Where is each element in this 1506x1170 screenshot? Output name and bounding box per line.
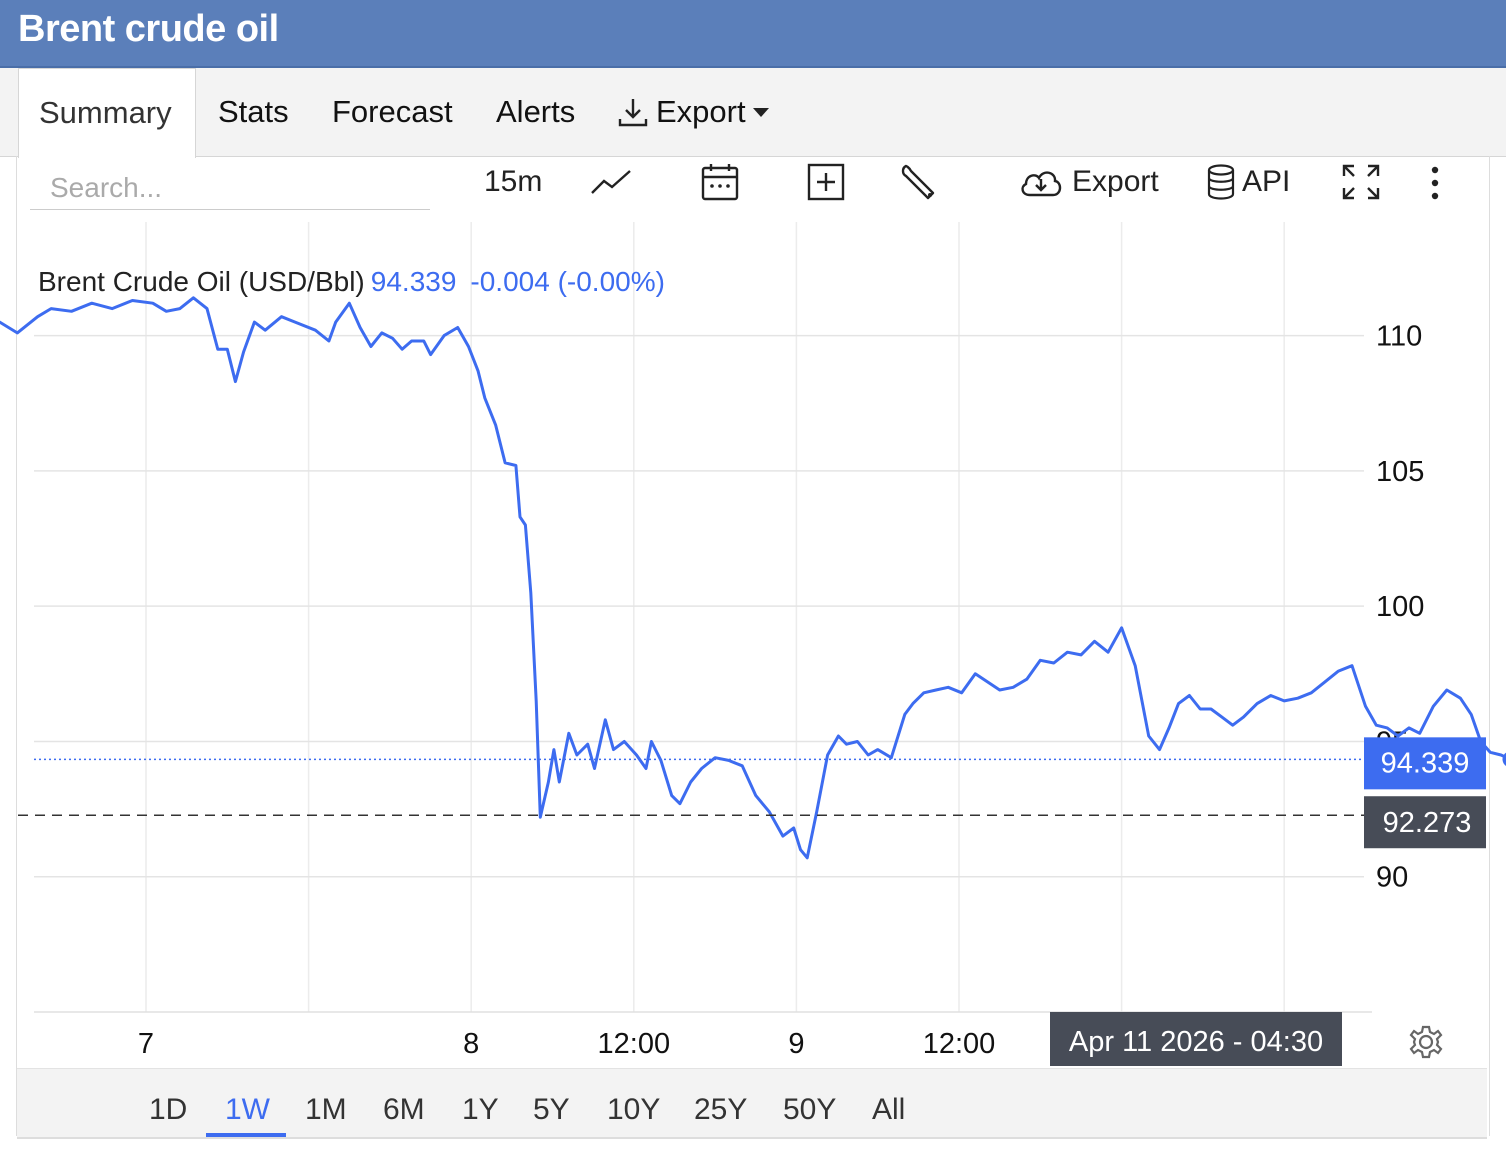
add-box-icon: [807, 163, 845, 201]
indicators-button[interactable]: [898, 160, 938, 204]
chart-type-button[interactable]: [590, 160, 632, 204]
x-tick-label: 12:00: [923, 1028, 996, 1060]
more-options-button[interactable]: [1424, 160, 1446, 204]
range-25y[interactable]: 25Y: [694, 1093, 748, 1126]
chart-frame: [16, 156, 1490, 1136]
range-1m[interactable]: 1M: [305, 1093, 347, 1126]
last-price-badge: [1364, 737, 1486, 790]
calendar-icon: [701, 164, 739, 201]
crosshair-price-badge: [1364, 796, 1486, 849]
tab-forecast[interactable]: Forecast: [332, 94, 453, 129]
legend-series-name: Brent Crude Oil (USD/Bbl): [38, 266, 365, 297]
export-chart-button[interactable]: Export: [1018, 160, 1159, 204]
range-all[interactable]: All: [872, 1093, 906, 1126]
x-tick-label: 8: [463, 1028, 479, 1060]
tab-stats[interactable]: Stats: [218, 94, 289, 129]
compare-button[interactable]: [806, 160, 846, 204]
tab-export[interactable]: Export: [616, 94, 770, 130]
wrench-icon: [901, 164, 935, 200]
legend-change: -0.004 (-0.00%): [470, 266, 665, 297]
interval-selector[interactable]: 15m: [484, 165, 543, 198]
fullscreen-button[interactable]: [1340, 160, 1382, 204]
last-point-marker: [1502, 752, 1506, 766]
title-bar: Brent crude oil: [0, 0, 1506, 68]
x-tick-label: 12:00: [598, 1028, 671, 1060]
crosshair-time-badge: [1050, 1012, 1342, 1066]
range-50y[interactable]: 50Y: [783, 1093, 837, 1126]
y-tick-label: 90: [1376, 862, 1408, 894]
expand-icon: [1342, 164, 1380, 200]
crosshair-price-badge-text: 92.273: [1383, 807, 1472, 839]
y-tick-label: 100: [1376, 591, 1424, 623]
active-range-indicator: [206, 1133, 286, 1137]
x-tick-label: 9: [788, 1028, 804, 1060]
range-1w[interactable]: 1W: [225, 1093, 270, 1126]
x-tick-label: 7: [138, 1028, 154, 1060]
tab-export-label: Export: [656, 94, 746, 129]
api-label: API: [1242, 165, 1291, 198]
legend-value: 94.339: [370, 266, 457, 297]
more-vertical-icon: [1431, 166, 1439, 200]
tab-bar: Summary Stats Forecast Alerts Export: [0, 68, 1506, 158]
range-5y[interactable]: 5Y: [533, 1093, 570, 1126]
date-range-button[interactable]: [700, 160, 740, 204]
export-chart-label: Export: [1072, 165, 1159, 198]
range-10y[interactable]: 10Y: [607, 1093, 661, 1126]
price-series-line: [0, 296, 1506, 860]
range-selector-bar: 1D 1W 1M 6M 1Y 5Y 10Y 25Y 50Y All: [17, 1068, 1487, 1139]
range-1d[interactable]: 1D: [149, 1093, 188, 1126]
last-price-badge-text: 94.339: [1381, 747, 1470, 779]
range-1y[interactable]: 1Y: [462, 1093, 499, 1126]
line-chart-icon: [591, 170, 631, 194]
chart-legend: Brent Crude Oil (USD/Bbl) 94.339 -0.004 (-…: [38, 266, 665, 298]
range-6m[interactable]: 6M: [383, 1093, 425, 1126]
download-icon: [618, 99, 648, 127]
crosshair-time-badge-text: Apr 11 2026 - 04:30: [1069, 1026, 1323, 1058]
database-icon: [1207, 164, 1235, 200]
tab-summary-label: Summary: [39, 95, 172, 130]
search-input[interactable]: [30, 166, 430, 210]
caret-down-icon: [752, 108, 769, 117]
api-button[interactable]: API: [1206, 160, 1290, 204]
tab-summary[interactable]: Summary: [18, 68, 196, 158]
y-tick-label: 110: [1376, 321, 1422, 353]
cloud-download-icon: [1021, 171, 1062, 197]
page-title: Brent crude oil: [18, 8, 279, 50]
chart-settings-gear-icon[interactable]: [1408, 1024, 1444, 1060]
tab-alerts[interactable]: Alerts: [496, 94, 576, 129]
y-tick-label: 105: [1376, 456, 1424, 488]
